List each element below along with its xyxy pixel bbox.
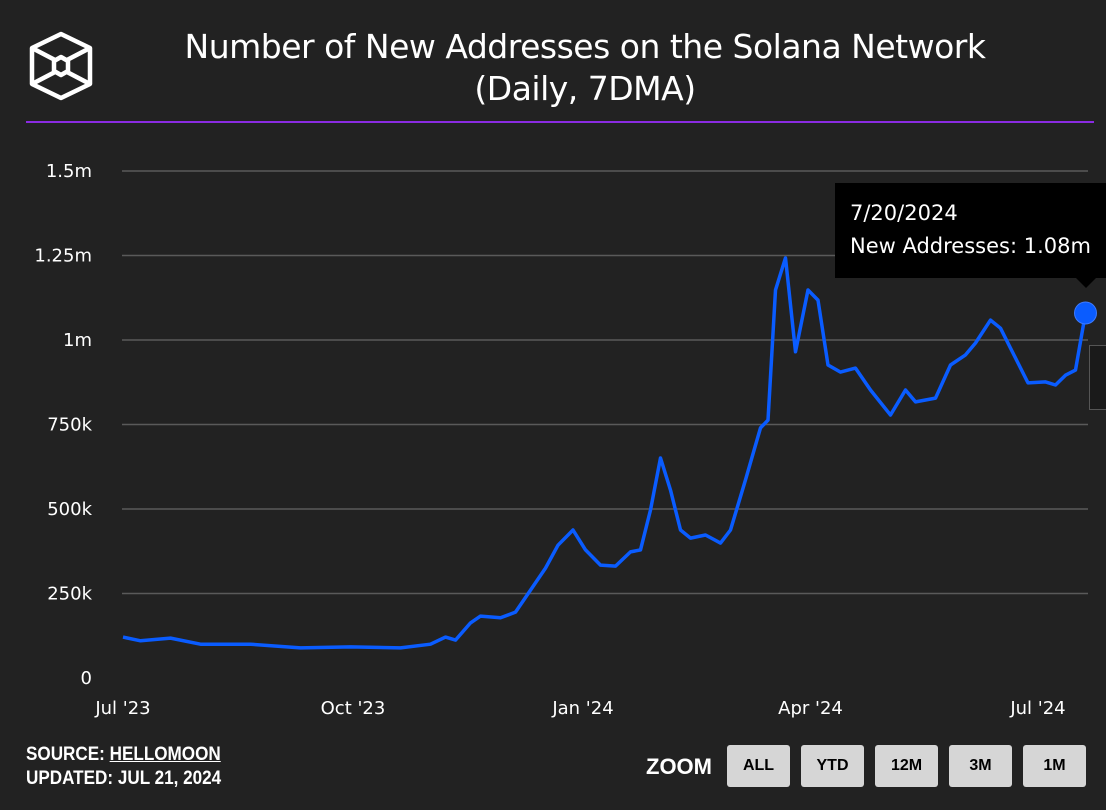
tooltip-arrow	[1076, 278, 1096, 288]
zoom-12m-button[interactable]: 12M	[875, 745, 938, 787]
side-panel	[1089, 345, 1106, 410]
x-tick-label: Jul '23	[94, 698, 150, 719]
y-tick-label: 1.5m	[46, 161, 92, 182]
source-label: SOURCE:	[26, 744, 105, 765]
y-tick-label: 500k	[47, 499, 92, 520]
tooltip: 7/20/2024 New Addresses: 1.08m	[835, 183, 1106, 278]
y-tick-label: 750k	[47, 415, 92, 436]
zoom-1m-button[interactable]: 1M	[1023, 745, 1086, 787]
zoom-ytd-button[interactable]: YTD	[801, 745, 864, 787]
chart-title: Number of New Addresses on the Solana Ne…	[110, 26, 1060, 110]
tooltip-date: 7/20/2024	[850, 201, 958, 225]
tooltip-value: New Addresses: 1.08m	[850, 234, 1091, 258]
x-tick-label: Apr '24	[778, 698, 843, 719]
source-link[interactable]: HELLOMOON	[109, 744, 221, 765]
x-tick-label: Oct '23	[321, 698, 386, 719]
y-tick-label: 250k	[47, 584, 92, 605]
chart-title-line1: Number of New Addresses on the Solana Ne…	[184, 27, 986, 66]
zoom-3m-button[interactable]: 3M	[949, 745, 1012, 787]
highlight-point	[1074, 301, 1097, 325]
cube-logo-icon	[29, 31, 93, 101]
y-tick-label: 1.25m	[34, 246, 92, 267]
zoom-all-button[interactable]: ALL	[727, 745, 790, 787]
line-chart[interactable]: 0 250k 500k 750k 1m 1.25m 1.5m Jul '23 Oct '23 Ja…	[0, 0, 1106, 740]
x-tick-label: Jul '24	[1009, 698, 1065, 719]
updated-text: UPDATED: JUL 21, 2024	[26, 768, 222, 789]
zoom-label: ZOOM	[646, 754, 712, 779]
footer-info: SOURCE: HELLOMOON UPDATED: JUL 21, 2024	[26, 743, 221, 791]
chart-title-line2: (Daily, 7DMA)	[474, 69, 696, 108]
title-divider	[26, 121, 1094, 123]
series-line	[122, 256, 1088, 650]
x-tick-label: Jan '24	[551, 698, 613, 719]
y-tick-label: 0	[81, 668, 92, 689]
y-tick-label: 1m	[63, 330, 92, 351]
